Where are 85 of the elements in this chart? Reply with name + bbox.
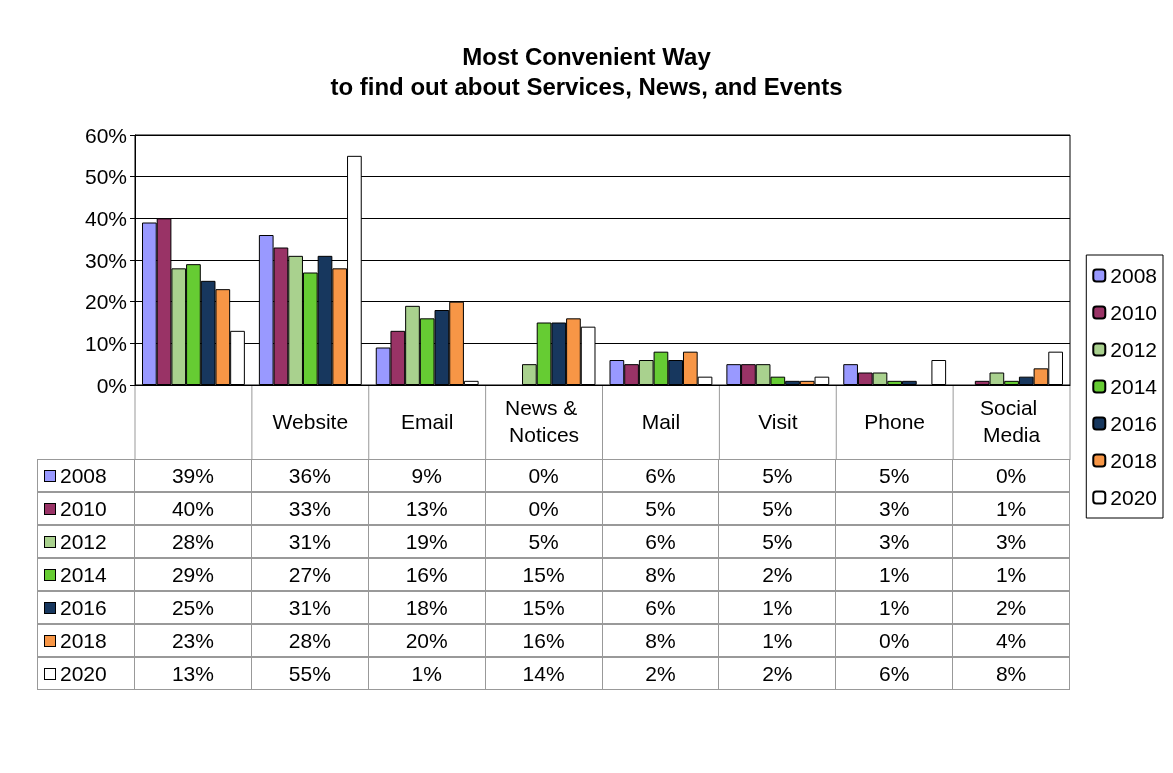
x-tick-label: News & Notices — [504, 396, 584, 446]
data-label: 8% — [952, 657, 1070, 690]
data-label: 27% — [250, 558, 369, 591]
data-label: 36% — [250, 459, 369, 492]
data-label: 0% — [835, 624, 954, 657]
data-label: 1% — [952, 492, 1070, 525]
data-label: 14% — [484, 657, 603, 690]
data-label: 1% — [835, 558, 954, 591]
text: 2016 — [60, 595, 107, 619]
data-label: 31% — [250, 525, 369, 558]
data-label: 16% — [367, 558, 486, 591]
legend-label: 2020 — [1110, 486, 1157, 509]
data-label: 3% — [952, 525, 1070, 558]
data-label: 33% — [250, 492, 369, 525]
data-label: 4% — [952, 624, 1070, 657]
data-label: 23% — [134, 624, 252, 657]
text: 2020 — [60, 661, 107, 685]
data-label: 28% — [134, 525, 252, 558]
data-label: 0% — [484, 459, 603, 492]
data-label: 1% — [835, 591, 954, 624]
data-label: 55% — [250, 657, 369, 690]
data-label: 13% — [134, 657, 252, 690]
data-label: 8% — [601, 624, 720, 657]
text: 2010 — [60, 496, 107, 520]
data-label: 1% — [718, 624, 837, 657]
text: 2014 — [60, 562, 107, 586]
data-label: 0% — [484, 492, 603, 525]
legend-label: 2008 — [37, 459, 135, 492]
data-label: 5% — [601, 492, 720, 525]
y-tick-label: 40% — [84, 206, 127, 230]
data-label: 5% — [484, 525, 603, 558]
data-label: 1% — [718, 591, 837, 624]
data-label: 16% — [484, 624, 603, 657]
x-tick-label: Visit — [758, 409, 798, 433]
data-label: 29% — [134, 558, 252, 591]
data-label: 3% — [835, 492, 954, 525]
y-tick-label: 20% — [84, 290, 127, 314]
data-label: 5% — [835, 459, 954, 492]
data-label: 1% — [367, 657, 486, 690]
y-tick-label: 60% — [84, 123, 127, 147]
legend-label: 2018 — [1110, 449, 1157, 472]
text: 2018 — [60, 628, 107, 652]
x-tick-label: Social Media — [980, 396, 1044, 446]
legend-label: 2014 — [1110, 375, 1158, 398]
data-label: 2% — [718, 558, 837, 591]
data-label: 13% — [367, 492, 486, 525]
data-label: 5% — [718, 525, 837, 558]
data-label: 0% — [952, 459, 1070, 492]
data-label: 6% — [601, 525, 720, 558]
data-label: 3% — [835, 525, 954, 558]
data-label: 40% — [134, 492, 252, 525]
data-label: 6% — [835, 657, 954, 690]
data-label: 15% — [484, 591, 603, 624]
y-tick-label: 30% — [84, 248, 127, 272]
data-label: 19% — [367, 525, 486, 558]
data-label: 1% — [952, 558, 1070, 591]
legend-label: 2016 — [1110, 412, 1157, 435]
data-label: 25% — [134, 591, 252, 624]
legend-label: 2012 — [1110, 338, 1157, 361]
data-label: 2% — [952, 591, 1070, 624]
data-label: 6% — [601, 459, 720, 492]
data-label: 2% — [718, 657, 837, 690]
text: 2012 — [60, 529, 107, 553]
text: 2008 — [1110, 264, 1157, 287]
data-label: 15% — [484, 558, 603, 591]
data-label: 20% — [367, 624, 486, 657]
chart-title: Most Convenient Way to find out about Services, News, and Events — [330, 42, 843, 100]
y-tick-label: 10% — [84, 331, 127, 355]
data-label: 28% — [250, 624, 369, 657]
y-tick-label: 50% — [84, 165, 127, 189]
x-tick-label: Website — [272, 409, 349, 433]
data-label: 8% — [601, 558, 720, 591]
data-label: 18% — [367, 591, 486, 624]
data-label: 5% — [718, 459, 837, 492]
data-label: 9% — [367, 459, 486, 492]
legend-label: 2010 — [1110, 301, 1157, 324]
x-tick-label: Email — [400, 409, 454, 433]
data-label: 39% — [134, 459, 252, 492]
x-tick-label: Mail — [641, 409, 681, 433]
x-tick-label: Phone — [864, 409, 926, 433]
data-label: 2% — [601, 657, 720, 690]
data-label: 5% — [718, 492, 837, 525]
data-label: 31% — [250, 591, 369, 624]
y-tick-label: 0% — [96, 373, 127, 397]
data-label: 6% — [601, 591, 720, 624]
